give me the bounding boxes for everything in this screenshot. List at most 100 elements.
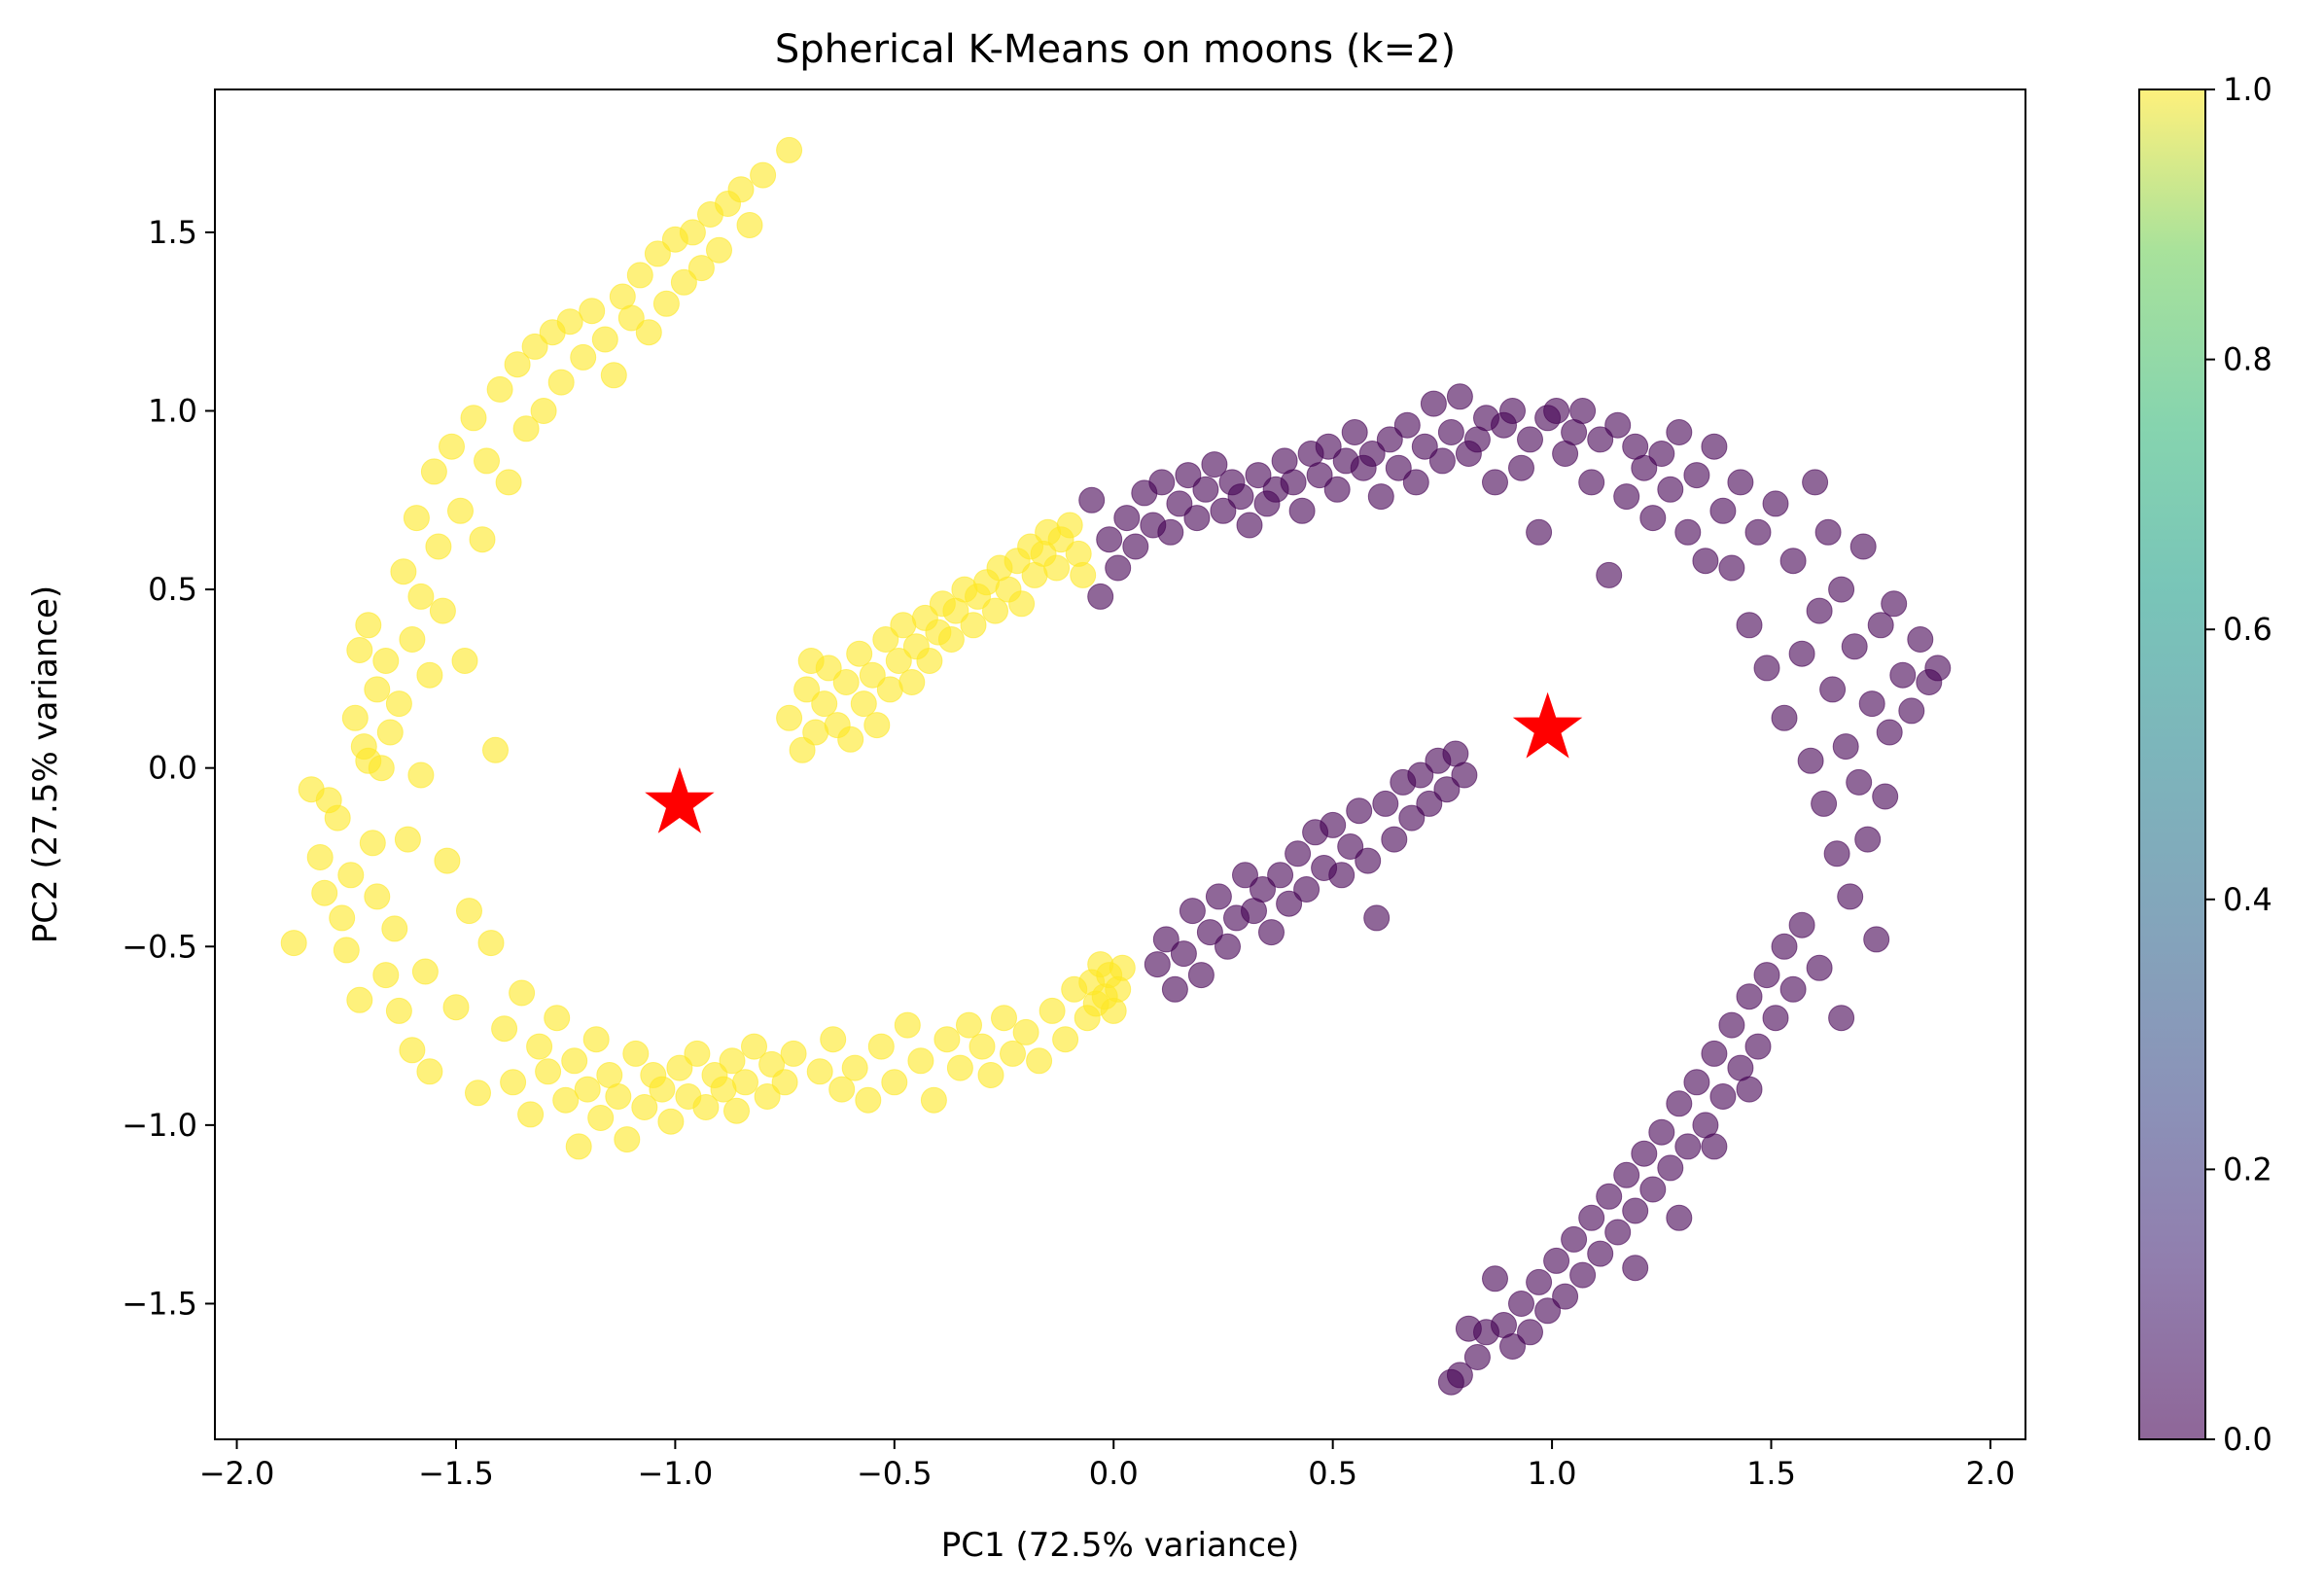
- scatter-point-cluster-0: [1762, 490, 1789, 517]
- scatter-point-cluster-1: [385, 997, 412, 1024]
- scatter-point-cluster-0: [1701, 1040, 1728, 1067]
- scatter-point-cluster-1: [968, 1033, 996, 1060]
- scatter-point-cluster-0: [1819, 676, 1847, 703]
- centroid-star: [645, 766, 715, 833]
- scatter-point-cluster-0: [1087, 583, 1114, 610]
- scatter-point-cluster-1: [789, 736, 816, 763]
- scatter-point-cluster-0: [1482, 1265, 1508, 1292]
- scatter-point-cluster-0: [1315, 433, 1342, 460]
- scatter-point-cluster-0: [1402, 469, 1429, 496]
- scatter-point-cluster-0: [1587, 426, 1614, 453]
- scatter-point-cluster-1: [359, 830, 386, 857]
- scatter-point-cluster-1: [411, 958, 439, 985]
- scatter-point-cluster-1: [399, 626, 426, 653]
- scatter-point-cluster-0: [1385, 454, 1412, 481]
- scatter-point-cluster-0: [1788, 640, 1815, 667]
- y-axis-label: PC2 (27.5% variance): [26, 585, 65, 943]
- scatter-point-cluster-1: [657, 1108, 685, 1135]
- scatter-point-cluster-1: [850, 690, 877, 718]
- scatter-point-cluster-1: [666, 1054, 693, 1081]
- scatter-point-cluster-0: [1828, 1005, 1855, 1032]
- colorbar-gradient: [2139, 89, 2205, 1439]
- scatter-point-cluster-0: [1622, 1255, 1649, 1282]
- scatter-point-cluster-1: [579, 298, 606, 325]
- scatter-point-cluster-1: [600, 362, 627, 389]
- scatter-point-cluster-1: [486, 375, 513, 403]
- scatter-point-cluster-1: [750, 161, 777, 189]
- y-tick-label: 1.5: [148, 214, 197, 251]
- y-tick-label: −1.5: [122, 1285, 197, 1322]
- scatter-point-cluster-1: [727, 176, 755, 203]
- scatter-point-cluster-1: [859, 661, 886, 689]
- scatter-point-cluster-0: [1841, 633, 1868, 660]
- scatter-point-cluster-0: [1096, 526, 1123, 553]
- x-tick-label: −2.0: [199, 1455, 275, 1492]
- scatter-point-cluster-1: [898, 669, 926, 695]
- scatter-point-cluster-0: [1250, 876, 1276, 903]
- colorbar-tick-label: 0.8: [2223, 341, 2272, 378]
- y-tick-label: 1.0: [148, 392, 197, 429]
- scatter-point-cluster-0: [1161, 975, 1188, 1003]
- scatter-point-cluster-0: [1867, 612, 1894, 639]
- scatter-point-cluster-0: [1215, 933, 1241, 960]
- scatter-point-cluster-0: [1683, 1069, 1710, 1096]
- scatter-point-cluster-0: [1788, 911, 1815, 938]
- scatter-point-cluster-0: [1517, 426, 1543, 453]
- scatter-point-cluster-0: [1872, 783, 1899, 810]
- scatter-point-cluster-1: [811, 690, 838, 718]
- scatter-point-cluster-1: [780, 1040, 807, 1067]
- scatter-point-cluster-0: [1762, 1005, 1789, 1032]
- scatter-point-cluster-0: [1622, 1197, 1649, 1224]
- scatter-point-cluster-1: [1105, 975, 1132, 1003]
- scatter-point-cluster-0: [1157, 518, 1184, 546]
- scatter-point-cluster-1: [439, 433, 465, 460]
- scatter-point-cluster-1: [855, 1086, 882, 1114]
- scatter-point-cluster-1: [474, 447, 500, 475]
- scatter-point-cluster-1: [793, 676, 821, 703]
- scatter-point-cluster-0: [1113, 505, 1141, 532]
- scatter-point-cluster-0: [1227, 483, 1254, 511]
- scatter-point-cluster-1: [324, 804, 351, 832]
- x-tick-label: 1.5: [1746, 1455, 1796, 1492]
- scatter-point-cluster-0: [1806, 597, 1833, 624]
- scatter-point-cluster-0: [1797, 747, 1824, 774]
- scatter-point-cluster-0: [1078, 486, 1106, 513]
- scatter-point-cluster-1: [1052, 1026, 1079, 1053]
- scatter-point-cluster-0: [1428, 447, 1456, 475]
- scatter-point-cluster-1: [535, 1058, 562, 1085]
- scatter-point-cluster-1: [820, 1026, 847, 1053]
- scatter-point-cluster-0: [1280, 469, 1307, 496]
- scatter-point-cluster-0: [1814, 518, 1842, 546]
- plot-frame: [214, 88, 2026, 1440]
- scatter-point-cluster-1: [867, 1033, 895, 1060]
- scatter-point-cluster-1: [1056, 512, 1083, 539]
- scatter-point-cluster-1: [469, 526, 496, 553]
- scatter-point-cluster-1: [622, 1040, 650, 1067]
- scatter-point-cluster-0: [1201, 451, 1228, 478]
- scatter-point-cluster-0: [1863, 926, 1890, 953]
- colorbar-tick-label: 0.2: [2223, 1150, 2272, 1187]
- scatter-point-cluster-1: [456, 898, 482, 925]
- x-axis-label: PC1 (72.5% variance): [941, 1526, 1299, 1565]
- scatter-point-cluster-1: [544, 1005, 571, 1032]
- scatter-point-cluster-0: [1358, 441, 1386, 467]
- scatter-point-cluster-0: [1398, 804, 1426, 832]
- scatter-point-cluster-1: [614, 1126, 641, 1153]
- scatter-point-cluster-1: [920, 1086, 947, 1114]
- scatter-point-cluster-1: [500, 1069, 527, 1096]
- scatter-point-cluster-1: [280, 930, 307, 957]
- scatter-point-cluster-0: [1666, 419, 1693, 445]
- scatter-point-cluster-0: [1552, 1283, 1579, 1310]
- scatter-point-cluster-1: [570, 343, 597, 371]
- scatter-point-cluster-1: [390, 558, 417, 585]
- scatter-point-cluster-1: [381, 915, 408, 942]
- scatter-point-cluster-0: [1569, 398, 1597, 424]
- scatter-point-cluster-1: [652, 290, 680, 317]
- scatter-point-cluster-0: [1236, 512, 1263, 539]
- scatter-point-cluster-1: [832, 669, 860, 695]
- scatter-point-cluster-1: [1065, 540, 1092, 567]
- scatter-point-cluster-0: [1306, 462, 1333, 489]
- scatter-point-cluster-1: [582, 1026, 610, 1053]
- scatter-point-cluster-1: [806, 1058, 833, 1085]
- scatter-point-cluster-1: [802, 719, 829, 746]
